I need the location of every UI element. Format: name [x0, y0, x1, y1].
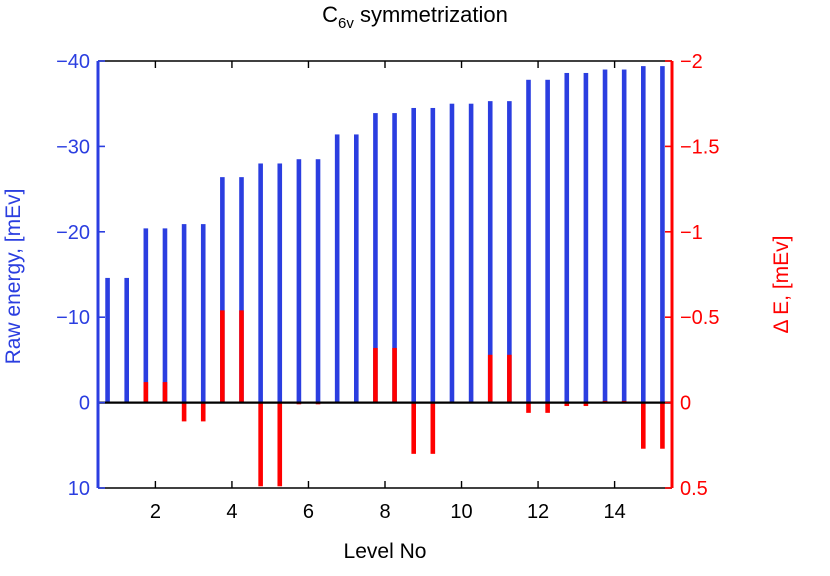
delta-e-bar [641, 402, 646, 449]
raw-energy-bar [334, 134, 340, 403]
title-rest: symmetrization [353, 2, 508, 27]
left-y-tick-label: 0 [79, 393, 90, 415]
raw-energy-bar [621, 69, 627, 403]
right-y-axis-label: Δ E, [mEv] [770, 235, 793, 333]
right-y-tick-label: 0.5 [680, 478, 708, 500]
title-main: C [322, 2, 338, 27]
raw-energy-bar [181, 224, 187, 403]
left-y-tick-label: 10 [68, 478, 90, 500]
delta-e-bar [507, 354, 512, 403]
raw-energy-bar [545, 79, 550, 403]
raw-energy-bar [507, 101, 512, 403]
right-y-tick-label: −1.5 [680, 136, 719, 158]
raw-energy-bar [220, 177, 225, 403]
x-tick-label: 2 [150, 501, 161, 523]
raw-energy-bar [315, 159, 321, 403]
raw-energy-bar [200, 224, 206, 403]
left-y-tick-label: −30 [56, 136, 90, 158]
x-tick-label: 8 [379, 501, 390, 523]
delta-e-bar [487, 354, 493, 403]
raw-energy-bar [583, 72, 589, 403]
raw-energy-bar [239, 177, 244, 403]
delta-e-bar [239, 310, 244, 403]
delta-e-bar [526, 402, 531, 413]
left-y-axis-label: Raw energy, [mEv] [2, 189, 25, 365]
raw-energy-bar [602, 69, 608, 403]
raw-energy-bar [296, 159, 302, 403]
delta-e-bar [660, 402, 665, 449]
x-tick-label: 14 [603, 501, 625, 523]
x-tick-label: 10 [450, 501, 472, 523]
right-y-tick-label: −0.5 [680, 307, 719, 329]
delta-e-bar [143, 382, 149, 403]
delta-e-bar [200, 402, 206, 422]
delta-e-bar [392, 347, 397, 403]
left-y-tick-label: −40 [56, 51, 90, 73]
title-subscript: 6v [338, 15, 354, 32]
left-y-tick-label: −10 [56, 307, 90, 329]
right-y-tick-label: −2 [680, 51, 703, 73]
raw-energy-bar [564, 72, 570, 403]
delta-e-bar [430, 402, 436, 454]
raw-energy-bar [354, 134, 359, 403]
raw-energy-bar [487, 101, 493, 403]
left-y-tick-label: −20 [56, 222, 90, 244]
raw-energy-bar [641, 66, 646, 403]
raw-energy-bar [468, 103, 474, 403]
x-tick-label: 12 [527, 501, 549, 523]
delta-e-bar [545, 402, 550, 413]
delta-e-bar [277, 402, 283, 487]
delta-e-bar [583, 402, 589, 407]
delta-e-bar [220, 310, 225, 403]
delta-e-bar [258, 402, 263, 487]
raw-energy-bar [373, 113, 378, 403]
raw-energy-bar [277, 163, 283, 403]
right-y-tick-label: −1 [680, 222, 703, 244]
raw-energy-bar [258, 163, 263, 403]
raw-energy-bar [449, 103, 455, 403]
raw-energy-bar [143, 228, 149, 403]
chart-title: C6v symmetrization [0, 2, 830, 32]
plot-area [98, 61, 672, 488]
delta-e-bar [411, 402, 416, 454]
raw-energy-bar [162, 228, 168, 403]
raw-energy-bar [430, 107, 436, 403]
raw-energy-bar [660, 66, 665, 403]
delta-e-bar [564, 402, 570, 407]
delta-e-bar [181, 402, 187, 422]
x-tick-label: 6 [303, 501, 314, 523]
delta-e-bar [373, 347, 378, 403]
raw-energy-bar [526, 79, 531, 403]
delta-e-bar [162, 382, 168, 403]
raw-energy-bar [105, 277, 110, 403]
raw-energy-bar [411, 107, 416, 403]
x-tick-label: 4 [226, 501, 237, 523]
raw-energy-bar [124, 277, 129, 403]
raw-energy-bar [392, 113, 397, 403]
x-axis-label: Level No [344, 540, 427, 563]
right-y-tick-label: 0 [680, 393, 691, 415]
